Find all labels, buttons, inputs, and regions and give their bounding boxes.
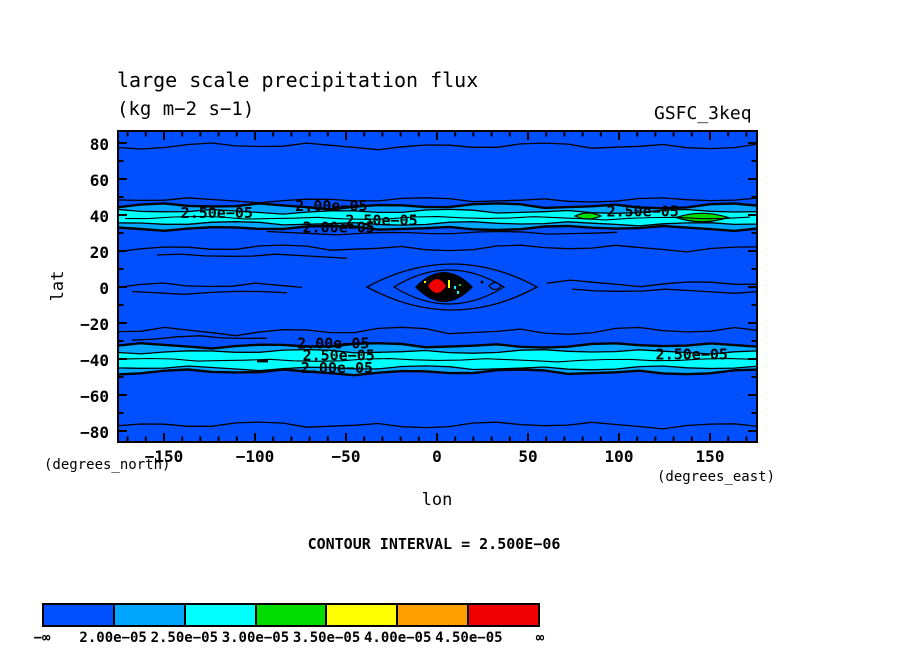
dataset-label: GSFC_3keq (654, 103, 752, 124)
x-tick-label: −50 (331, 447, 361, 466)
y-axis-unit-note: (degrees_north) (44, 457, 171, 473)
plot-title: large scale precipitation flux (117, 68, 479, 92)
north-band-cyan-core (117, 208, 758, 227)
south-band-minor-contour (257, 360, 268, 363)
plot-frame (117, 130, 758, 443)
contour-line (546, 279, 758, 288)
equatorial-speck (454, 286, 456, 289)
colorbar-boundary-label: 3.50e−05 (292, 630, 361, 646)
contour-line (117, 326, 758, 337)
colorbar-segment (396, 603, 470, 627)
equatorial-speck (459, 284, 461, 286)
equatorial-red-core (428, 279, 446, 293)
contour-line (117, 142, 758, 151)
colorbar-boundary-label: 4.50e−05 (435, 630, 503, 646)
colorbar-boundary-label: 4.00e−05 (363, 630, 432, 646)
colorbar-segment (325, 603, 399, 627)
x-tick-label: 150 (695, 447, 725, 466)
y-tick-label: 80 (89, 135, 109, 154)
equatorial-speck (448, 280, 450, 288)
x-tick-label: 100 (604, 447, 634, 466)
contour-line (125, 215, 751, 221)
contour-line (131, 290, 288, 295)
contour-line (571, 288, 758, 294)
y-tick-label: 40 (89, 207, 109, 226)
contour-line (117, 421, 758, 430)
x-tick-label: 0 (432, 447, 442, 466)
contour-line (392, 269, 506, 305)
contour-line (117, 244, 758, 253)
contour-line (131, 335, 268, 341)
contour-label: 2.00e−05 (301, 359, 373, 377)
x-axis-unit-note: (degrees_east) (657, 469, 776, 485)
y-tick-label: −80 (80, 423, 109, 442)
colorbar (42, 603, 541, 627)
y-tick-label: −20 (80, 315, 109, 334)
y-tick-label: 60 (89, 171, 109, 190)
x-tick-label: 50 (518, 447, 538, 466)
colorbar-segment (42, 603, 115, 627)
contour-line (365, 263, 539, 311)
north-band-green-max (674, 212, 730, 223)
y-tick-label: −60 (80, 387, 109, 406)
colorbar-segment (112, 603, 186, 627)
contour-interval-note: CONTOUR INTERVAL = 2.500E−06 (307, 535, 561, 553)
contour-line (488, 281, 502, 291)
contour-label: 2.50e−05 (607, 202, 679, 220)
colorbar-segment (467, 603, 541, 627)
contour-line (266, 230, 618, 236)
colorbar-boundary-label: 2.50e−05 (150, 630, 218, 646)
equatorial-speck (457, 291, 459, 294)
equatorial-speck (424, 281, 426, 283)
x-axis-title: lon (421, 490, 453, 510)
contour-label: 2.00e−05 (295, 197, 367, 215)
colorbar-boundary-label: 2.00e−05 (79, 630, 147, 646)
contour-label: 2.00e−05 (303, 219, 375, 237)
plot-units: (kg m−2 s−1) (117, 98, 255, 120)
y-tick-label: −40 (80, 351, 109, 370)
x-tick-label: −150 (144, 447, 184, 466)
contour-label: 2.50e−05 (303, 346, 375, 364)
y-tick-label: 0 (99, 279, 109, 298)
contour-label: 2.50e−05 (181, 204, 253, 222)
contour-line (117, 197, 758, 204)
contour-label: 2.00e−05 (297, 335, 369, 353)
contour-line (117, 282, 303, 289)
x-tick-label: −100 (235, 447, 275, 466)
contour-plot-area: 2.50e−05 2.00e−052.00e−052.50e−05 2.50e−05… (117, 130, 758, 443)
contour-label: 2.50e−05 (345, 211, 417, 229)
colorbar-boundary-label: ∞ (535, 630, 545, 646)
contour-line (124, 357, 751, 363)
colorbar-segment (183, 603, 257, 627)
contour-line (156, 253, 348, 259)
small-contour-dot (480, 280, 484, 284)
y-tick-label: 20 (89, 243, 109, 262)
colorbar-boundary-label: 3.00e−05 (221, 630, 290, 646)
contour-label: 2.50e−05 (656, 346, 728, 364)
colorbar-segment (254, 603, 328, 627)
colorbar-boundary-label: −∞ (33, 630, 51, 646)
